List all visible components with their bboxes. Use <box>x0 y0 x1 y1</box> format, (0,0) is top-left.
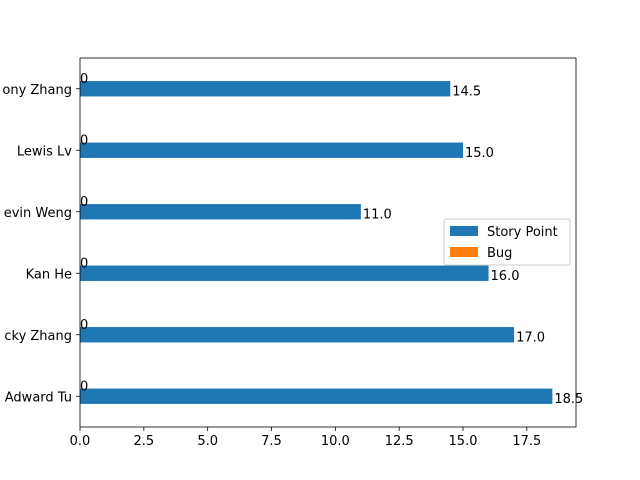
legend: Story Point Bug <box>443 218 571 266</box>
legend-swatch-story-point <box>450 226 478 236</box>
x-tick-label: 10.0 <box>321 434 350 449</box>
bar-story-point-4 <box>80 142 464 158</box>
bar-label-bug-1: 0 <box>80 318 88 333</box>
bar-label-bug-3: 0 <box>80 195 88 210</box>
bar-label-bug-2: 0 <box>80 257 88 272</box>
y-tick-label: Lewis Lv <box>17 144 72 159</box>
x-tick-label: 5.0 <box>197 434 218 449</box>
y-tick-label: cky Zhang <box>4 329 72 344</box>
y-tick-label: ony Zhang <box>2 83 72 98</box>
bar-label-story-point-2: 16.0 <box>491 269 520 284</box>
plot-frame <box>79 57 577 428</box>
bar-story-point-3 <box>80 204 361 220</box>
x-tick-label: 0.0 <box>70 434 91 449</box>
bar-label-bug-0: 0 <box>80 380 88 395</box>
y-tick-label: Kan He <box>26 267 72 282</box>
bar-story-point-1 <box>80 327 515 343</box>
bar-label-story-point-3: 11.0 <box>363 207 392 222</box>
x-tick-label: 17.5 <box>512 434 541 449</box>
bar-label-bug-5: 0 <box>80 72 88 87</box>
bar-label-story-point-4: 15.0 <box>465 146 494 161</box>
y-tick-label: Adward Tu <box>5 390 72 405</box>
x-tick-label: 12.5 <box>385 434 414 449</box>
bars-group <box>80 81 553 420</box>
legend-label-bug: Bug <box>487 246 512 261</box>
bar-label-story-point-5: 14.5 <box>452 84 481 99</box>
y-tick-label: evin Weng <box>4 206 72 221</box>
legend-label-story-point: Story Point <box>487 225 558 240</box>
x-tick-label: 2.5 <box>133 434 154 449</box>
bar-story-point-2 <box>80 265 489 281</box>
bar-label-story-point-0: 18.5 <box>554 392 583 407</box>
x-tick-label: 7.5 <box>261 434 282 449</box>
legend-swatch-bug <box>450 247 478 257</box>
bar-label-bug-4: 0 <box>80 134 88 149</box>
bar-story-point-0 <box>80 388 553 404</box>
bar-label-story-point-1: 17.0 <box>516 330 545 345</box>
x-axis-ticks: 0.0 2.5 5.0 7.5 10.0 12.5 15.0 17.5 <box>70 427 541 449</box>
y-axis-ticks: Adward Tu cky Zhang Kan He evin Weng Lewis L… <box>2 83 80 405</box>
x-tick-label: 15.0 <box>449 434 478 449</box>
bar-story-point-5 <box>80 81 451 97</box>
